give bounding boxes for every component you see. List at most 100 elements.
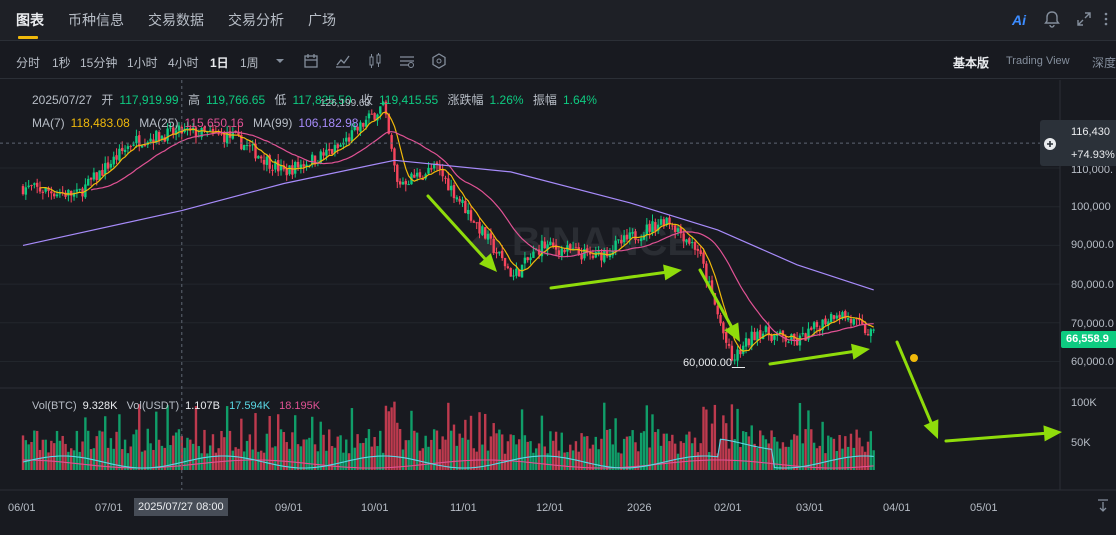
scroll-to-end-icon[interactable] [1096,499,1110,513]
candle [532,251,535,258]
bell-icon[interactable] [1043,10,1061,28]
candle [160,135,164,139]
tab-trading-data[interactable]: 交易数据 [148,12,204,28]
candle [115,155,118,160]
view-tradingview[interactable]: Trading View [1006,55,1070,67]
volume-bar [710,423,714,470]
indicator-icon[interactable] [430,52,448,70]
volume-bar [206,453,209,470]
candle [123,149,127,153]
candle [679,227,683,234]
settings-sliders-icon[interactable] [398,52,416,70]
view-basic[interactable]: 基本版 [953,56,990,70]
candle [552,242,555,247]
candlestick-icon[interactable] [366,52,384,70]
expand-icon[interactable] [1075,10,1093,28]
candle [537,249,541,255]
candle [702,252,705,264]
volume-bar [299,446,303,470]
candle [801,333,804,335]
candle [364,119,368,127]
candle [325,149,328,156]
volume-bar [665,433,668,470]
candle [299,164,303,169]
volume-bar [673,443,677,470]
trend-arrow [895,340,934,428]
candle [140,145,144,148]
candle [668,217,671,225]
volume-bar [492,423,495,470]
interval-1w[interactable]: 1周 [240,56,259,70]
interval-time[interactable]: 分时 [16,56,41,70]
volume-bar [92,448,96,470]
interval-1s[interactable]: 1秒 [52,56,71,70]
plus-circle-icon[interactable] [1044,138,1056,150]
volume-bar [634,442,637,470]
volume-bar [642,431,646,470]
tab-chart[interactable]: 图表 [16,12,44,28]
volume-bar [172,435,175,470]
volume-bar [685,434,688,470]
line-chart-icon[interactable] [334,52,352,70]
candle [810,327,813,330]
candle [827,321,830,326]
candle [654,222,657,231]
more-icon[interactable] [1097,10,1115,28]
volume-bar [773,437,776,470]
open-value: 117,919.99 [119,93,179,107]
interval-1h[interactable]: 1小时 [127,56,158,70]
volume-bar [138,404,141,470]
volume-bar [35,430,39,470]
volume-bar [722,415,725,470]
candle [469,210,473,221]
volume-bar [526,441,529,470]
candle [676,228,680,232]
y-tick-label: 100,000 [1071,201,1111,213]
volume-bar [815,448,819,470]
trend-arrowhead [663,264,682,281]
candle [33,183,36,185]
candle [818,328,821,332]
volume-bar [801,443,804,470]
candle [27,185,30,187]
volume-bar [591,444,595,470]
candle [574,247,578,249]
candle [415,172,419,177]
interval-4h[interactable]: 4小时 [168,56,199,70]
candle [245,144,249,146]
candle [384,101,388,115]
volume-bar [778,448,782,470]
volume-bar [95,436,98,470]
tab-trading-analysis[interactable]: 交易分析 [228,12,284,28]
ma99-label: MA(99) [253,116,293,130]
candle [546,244,549,250]
volume-bar [64,443,67,470]
ai-button[interactable]: Ai [1012,12,1026,28]
volume-bar [129,446,132,470]
amp-value: 1.64% [562,93,597,107]
candle [529,257,532,261]
volume-bar [379,430,382,470]
volume-bar [146,428,149,470]
candle [614,240,617,251]
view-depth[interactable]: 深度 [1092,56,1116,70]
candle [367,113,371,119]
tab-coin-info[interactable]: 币种信息 [68,12,124,28]
interval-1d[interactable]: 1日 [210,56,229,70]
candle [767,327,770,336]
volume-bar [858,437,861,470]
volume-bar [713,404,717,470]
volume-bar [662,433,666,470]
price-chart[interactable]: ◆ BINANCE [0,80,1116,535]
volume-bar [617,452,620,470]
chevron-down-icon[interactable] [271,52,289,70]
volume-bar [217,448,220,470]
volume-bar [421,448,425,470]
volume-bar [483,413,487,470]
calendar-icon[interactable] [302,52,320,70]
volume-bar [608,428,612,470]
interval-15m[interactable]: 15分钟 [80,56,118,70]
volume-bar [305,439,308,470]
candle [727,344,731,346]
tab-square[interactable]: 广场 [308,12,336,28]
